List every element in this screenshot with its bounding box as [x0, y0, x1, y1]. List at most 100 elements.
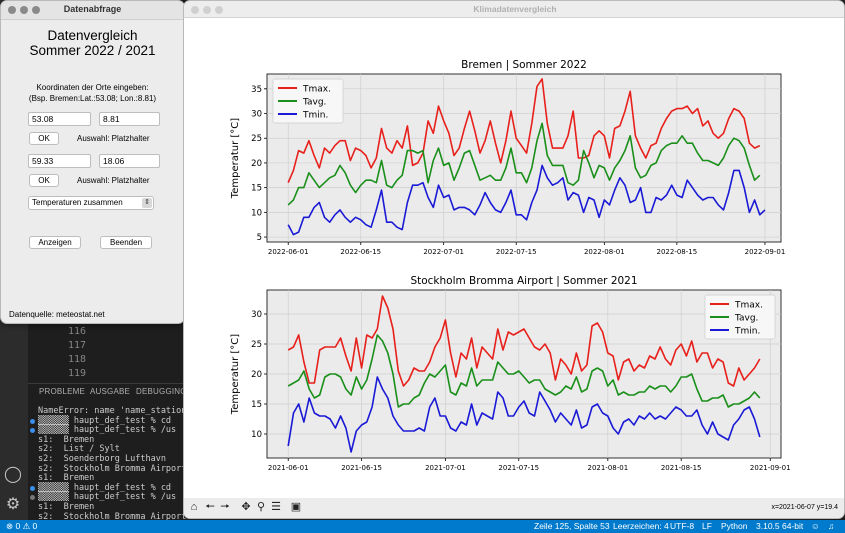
terminal-line: s2: Soenderborg Lufthavn — [38, 454, 166, 464]
ok-button-1[interactable]: OK — [29, 132, 59, 145]
quit-button[interactable]: Beenden — [100, 236, 152, 249]
chart-1: 5 10 15 20 25 30 35 2022-06-01 2022-06-15 2022-07… — [230, 59, 785, 256]
y-axis-label: Temperatur [°C] — [230, 118, 241, 199]
y-tick-label: 10 — [251, 430, 262, 440]
terminal-line: ▒▒▒▒▒▒ haupt_def_test % cd — [38, 415, 172, 426]
terminal-line: s2: Stockholm Bromma Airport — [38, 463, 187, 474]
x-tick-label: 2021-07-01 — [425, 464, 466, 472]
data-source: Datenquelle: meteostat.net — [9, 310, 105, 319]
close-icon[interactable] — [8, 6, 16, 14]
plot-titlebar[interactable]: Klimadatenvergleich — [184, 1, 844, 18]
y-tick-label: 25 — [251, 340, 262, 350]
back-arrow-icon[interactable]: 🠔 — [205, 501, 215, 513]
legend: Tmax. Tavg. Tmin. — [272, 78, 344, 124]
home-icon[interactable]: ⌂ — [190, 501, 198, 513]
encoding[interactable]: UTF-8 — [670, 521, 695, 531]
dialog-titlebar[interactable]: Datenabfrage — [1, 1, 184, 20]
command-status-dot-icon[interactable] — [30, 485, 35, 491]
command-status-dot-icon[interactable] — [30, 418, 35, 424]
command-status-dot-icon[interactable] — [30, 428, 35, 434]
cursor-position[interactable]: Zeile 125, Spalte 53 — [534, 521, 610, 531]
x-tick-label: 2022-07-15 — [496, 248, 537, 256]
y-axis-label: Temperatur [°C] — [230, 334, 241, 415]
legend-label: Tmax. — [734, 301, 763, 311]
dialog-subheading: Sommer 2022 / 2021 — [29, 43, 156, 58]
feedback-icon[interactable]: ☺ — [811, 521, 820, 531]
pan-icon[interactable]: ✥ — [241, 501, 251, 513]
x-tick-label: 2022-06-01 — [268, 248, 309, 256]
bell-icon[interactable]: ♫ — [828, 521, 835, 531]
tab-debugging[interactable]: DEBUGGING-K — [136, 387, 196, 396]
line-number: 118 — [68, 354, 87, 365]
lat-input-2[interactable]: 59.33 — [28, 154, 91, 168]
terminal-line: s1: Bremen — [38, 473, 95, 484]
save-icon[interactable]: ▣ — [290, 501, 302, 513]
status-bar: ⊗ 0 ⚠ 0 Zeile 125, Spalte 53 Leerzeichen… — [0, 520, 845, 533]
account-icon[interactable]: ◯ — [4, 466, 22, 483]
display-mode-select[interactable]: Temperaturen zusammen ⇕ — [28, 196, 154, 210]
terminal-line: s2: List / Sylt — [38, 444, 120, 455]
x-tick-label: 2022-08-01 — [584, 248, 625, 256]
settings-gear-icon[interactable]: ⚙ — [5, 496, 21, 513]
terminal-line: s1: Bremen — [38, 502, 95, 512]
x-tick-label: 2021-08-01 — [587, 464, 628, 472]
minimize-icon[interactable] — [20, 6, 28, 14]
terminal[interactable]: NameError: name 'name_station3' is ▒▒▒▒▒▒… — [28, 401, 212, 531]
updown-arrow-icon[interactable]: ⇕ — [142, 198, 152, 208]
navigation-toolbar: ⌂ 🠔 🠖 ✥ ⚲ ☰ ▣ x=2021-06-07 y=19.4 — [184, 498, 844, 518]
legend-label: Tavg. — [734, 314, 758, 324]
coordinate-readout: x=2021-06-07 y=19.4 — [771, 504, 838, 511]
y-tick-label: 15 — [251, 400, 262, 410]
lon-input-2[interactable]: 18.06 — [99, 154, 160, 168]
legend-label: Tavg. — [302, 98, 326, 108]
panel-tabs: PROBLEME AUSGABE DEBUGGING-K — [28, 383, 198, 400]
show-button[interactable]: Anzeigen — [29, 236, 81, 249]
x-tick-label: 2022-07-01 — [423, 248, 464, 256]
close-icon[interactable] — [191, 6, 199, 14]
x-tick-label: 2021-08-15 — [661, 464, 702, 472]
y-tick-label: 15 — [251, 184, 262, 194]
command-status-dot-icon[interactable] — [30, 495, 35, 501]
x-tick-label: 2022-08-15 — [657, 248, 698, 256]
forward-arrow-icon[interactable]: 🠖 — [220, 501, 230, 513]
series-line-3 — [287, 376, 761, 453]
plot-area — [266, 73, 782, 243]
indentation[interactable]: Leerzeichen: 4 — [613, 521, 669, 531]
x-tick-label: 2021-07-15 — [498, 464, 539, 472]
y-tick-label: 25 — [251, 134, 262, 144]
terminal-line: ▒▒▒▒▒▒ haupt_def_test % /us — [38, 492, 177, 503]
y-tick-label: 10 — [251, 208, 262, 218]
plot-window: Klimadatenvergleich 5 10 15 20 25 30 35 2022-06… — [183, 0, 845, 519]
legend-label: Tmax. — [302, 85, 331, 95]
zoom-window-icon[interactable] — [215, 6, 223, 14]
line-number: 117 — [68, 340, 87, 351]
x-tick-label: 2022-09-01 — [745, 248, 786, 256]
problems-count[interactable]: ⊗ 0 ⚠ 0 — [6, 521, 38, 531]
y-tick-label: 35 — [251, 85, 262, 95]
selection-status-1: Auswahl: Platzhalter — [77, 134, 150, 143]
tab-ausgabe[interactable]: AUSGABE — [90, 387, 131, 396]
python-interpreter[interactable]: 3.10.5 64-bit — [756, 521, 804, 531]
minimize-icon[interactable] — [203, 6, 211, 14]
figure-canvas[interactable]: 5 10 15 20 25 30 35 2022-06-01 2022-06-15 2022-07… — [184, 18, 844, 498]
x-tick-label: 2021-09-01 — [750, 464, 791, 472]
language-mode[interactable]: Python — [721, 521, 748, 531]
zoom-window-icon[interactable] — [32, 6, 40, 14]
tab-probleme[interactable]: PROBLEME — [39, 387, 86, 396]
configure-subplots-icon[interactable]: ☰ — [271, 501, 281, 513]
chart-title: Bremen | Sommer 2022 — [461, 59, 587, 71]
chart-title: Stockholm Bromma Airport | Sommer 2021 — [410, 275, 637, 287]
selection-status-2: Auswahl: Platzhalter — [77, 176, 150, 185]
query-dialog: Datenabfrage Datenvergleich Sommer 2022 … — [0, 0, 185, 324]
zoom-icon[interactable]: ⚲ — [256, 501, 266, 513]
terminal-line: s1: Bremen — [38, 434, 95, 445]
series-line-2 — [287, 122, 761, 206]
y-tick-label: 5 — [257, 233, 262, 243]
instruction-text: Koordinaten der Orte eingeben: — [36, 83, 149, 92]
ok-button-2[interactable]: OK — [29, 174, 59, 187]
lon-input-1[interactable]: 8.81 — [99, 112, 160, 126]
line-ending[interactable]: LF — [702, 521, 712, 531]
y-tick-label: 20 — [251, 370, 262, 380]
lat-input-1[interactable]: 53.08 — [28, 112, 91, 126]
legend-label: Tmin. — [734, 327, 760, 337]
